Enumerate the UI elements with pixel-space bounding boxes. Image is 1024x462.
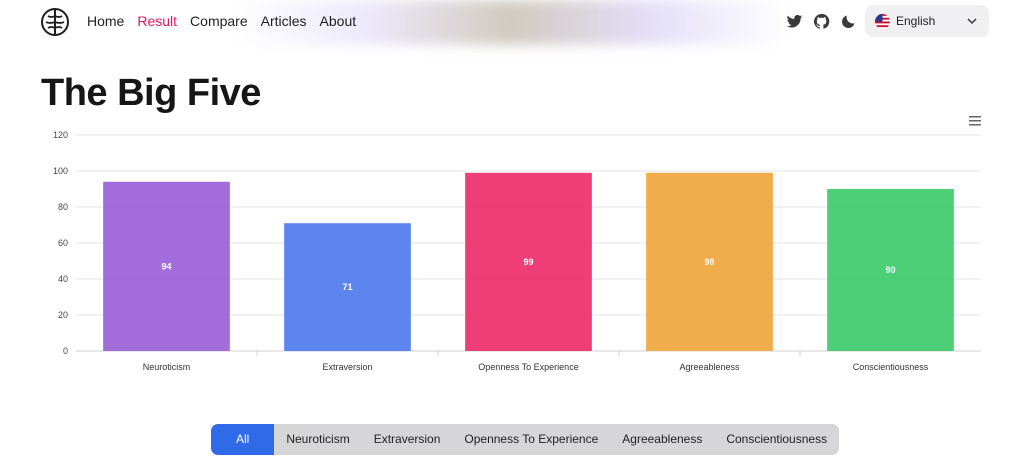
chart-bar (103, 181, 230, 351)
y-tick-label: 120 (53, 130, 68, 140)
header-backdrop (230, 0, 790, 45)
filter-neuroticism[interactable]: Neuroticism (286, 432, 350, 446)
bar-data-label: 94 (161, 261, 171, 271)
header-icon-group (786, 13, 857, 30)
chart-bar (827, 189, 954, 351)
x-tick-label: Extraversion (322, 362, 372, 372)
bar-data-label: 99 (523, 257, 533, 267)
nav-compare[interactable]: Compare (190, 13, 248, 29)
language-label: English (896, 14, 936, 28)
nav-about[interactable]: About (319, 13, 357, 29)
trait-filter-segmented-control: All Neuroticism Extraversion Openness To… (211, 424, 840, 455)
y-tick-label: 100 (53, 166, 68, 176)
brain-logo-icon[interactable] (40, 7, 70, 37)
y-tick-label: 60 (58, 238, 68, 248)
us-flag-icon (875, 13, 890, 29)
x-tick-label: Agreeableness (679, 362, 740, 372)
chart-bar (646, 172, 773, 351)
filter-extraversion[interactable]: Extraversion (373, 432, 441, 446)
chart-bar (465, 172, 592, 351)
nav-articles[interactable]: Articles (260, 13, 307, 29)
x-tick-label: Conscientiousness (853, 362, 929, 372)
github-icon[interactable] (813, 13, 830, 30)
language-select[interactable]: English (865, 5, 989, 37)
moon-icon[interactable] (840, 13, 857, 30)
y-tick-label: 80 (58, 202, 68, 212)
bar-data-label: 71 (342, 282, 352, 292)
y-tick-label: 0 (63, 346, 68, 356)
main-nav: Home Result Compare Articles About (87, 12, 369, 30)
chevron-down-icon (967, 18, 977, 25)
nav-result[interactable]: Result (137, 13, 178, 29)
x-tick-label: Neuroticism (143, 362, 191, 372)
x-tick-label: Openness To Experience (478, 362, 578, 372)
filter-all[interactable]: All (211, 424, 275, 455)
chart-menu-icon[interactable] (968, 115, 982, 127)
y-tick-label: 20 (58, 310, 68, 320)
filter-conscientiousness[interactable]: Conscientiousness (726, 432, 828, 446)
big-five-bar-chart: 0 20 40 60 80 100 120 94 Neuroticism 71 Extraversi… (53, 130, 981, 372)
nav-home[interactable]: Home (87, 13, 125, 29)
y-tick-label: 40 (58, 274, 68, 284)
bar-data-label: 90 (885, 265, 895, 275)
chart-bar (284, 223, 411, 351)
filter-agreeableness[interactable]: Agreeableness (622, 432, 703, 446)
filter-openness[interactable]: Openness To Experience (464, 432, 599, 446)
twitter-icon[interactable] (786, 13, 803, 30)
top-navbar: Home Result Compare Articles About Engli… (0, 0, 1024, 45)
page-title: The Big Five (41, 72, 261, 114)
bar-data-label: 99 (704, 257, 714, 267)
